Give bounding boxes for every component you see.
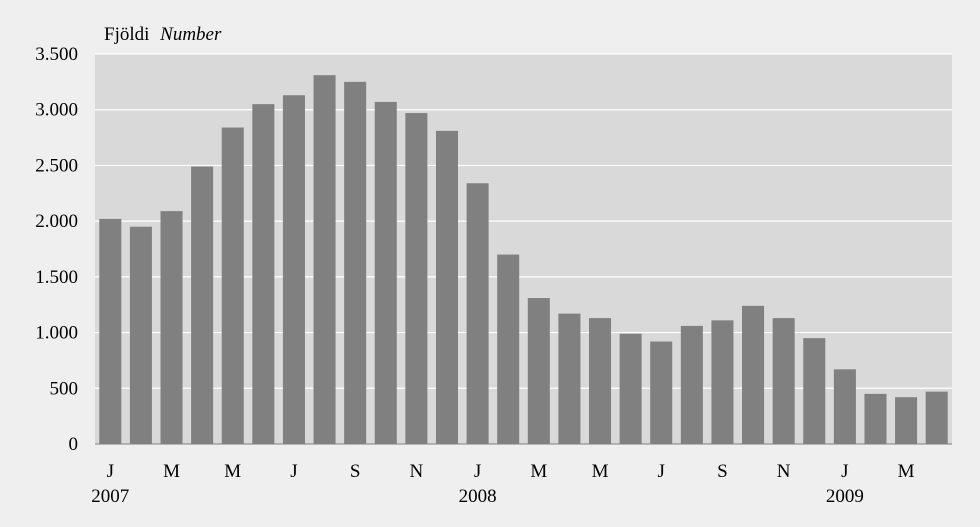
x-tick-label-month: M: [163, 461, 180, 482]
x-tick-label-month: J: [841, 461, 848, 482]
x-tick-label-month: M: [530, 461, 547, 482]
bar-2007-02: [129, 226, 152, 444]
unit-label-text: Fjöldi: [104, 24, 149, 45]
x-tick-label-year: 2007: [91, 486, 129, 507]
y-tick-label: 3.000: [35, 100, 78, 121]
bar-2007-12: [435, 130, 459, 444]
bar-2007-06: [252, 104, 275, 445]
y-tick-label: 1.000: [35, 323, 78, 344]
y-tick-label: 500: [50, 378, 79, 399]
bar-2007-08: [313, 75, 336, 445]
unit-label: Fjöldi Number: [104, 24, 222, 45]
bar-2009-01: [833, 369, 856, 444]
bar-2007-07: [282, 95, 305, 444]
x-tick-label-month: J: [474, 461, 481, 482]
y-tick-label: 3.500: [35, 44, 78, 65]
y-tick-label: 2.000: [35, 211, 78, 232]
bar-2008-10: [742, 305, 765, 444]
x-tick-label-month: M: [224, 461, 241, 482]
x-tick-label-month: M: [898, 461, 915, 482]
x-tick-label-month: J: [290, 461, 297, 482]
bar-2007-11: [405, 113, 428, 445]
x-tick-label-month: N: [777, 461, 791, 482]
bar-2007-10: [374, 101, 397, 445]
x-tick-label-month: S: [717, 461, 728, 482]
bar-2009-04: [925, 391, 948, 444]
y-tick-label: 2.500: [35, 155, 78, 176]
bar-2008-05: [588, 318, 612, 444]
x-tick-label-month: M: [592, 461, 609, 482]
bar-2007-01: [99, 218, 122, 444]
bar-2008-09: [711, 320, 734, 444]
bar-2008-04: [558, 313, 581, 444]
y-tick-label: 0: [69, 434, 79, 455]
y-tick-label: 1.500: [35, 267, 78, 288]
x-axis-ticks: J M M J S N J M M J S N J M 2007 2008 2009: [91, 461, 914, 507]
bar-2007-04: [191, 166, 214, 445]
x-tick-label-month: S: [350, 461, 361, 482]
bar-2009-02: [864, 393, 887, 444]
bar-2008-03: [527, 298, 550, 444]
x-tick-label-month: N: [410, 461, 424, 482]
bars: [99, 75, 948, 445]
bar-2008-01: [466, 183, 489, 444]
x-tick-label-month: J: [107, 461, 114, 482]
bar-2007-09: [344, 81, 367, 444]
bar-2009-03: [895, 397, 918, 444]
bar-2007-03: [160, 211, 183, 444]
bar-2008-11: [772, 318, 795, 444]
x-tick-label-month: J: [658, 461, 665, 482]
x-tick-label-year: 2008: [459, 486, 497, 507]
bar-2008-02: [497, 254, 520, 444]
unit-label-italic-text: Number: [159, 24, 222, 45]
bar-2007-05: [221, 127, 244, 445]
y-axis-ticks: 0 500 1.000 1.500 2.000 2.500 3.000 3.500: [35, 44, 78, 455]
bar-2008-08: [680, 325, 703, 444]
x-tick-label-year: 2009: [826, 486, 864, 507]
bar-2008-06: [619, 333, 642, 444]
bar-2008-12: [803, 338, 826, 444]
bar-2008-07: [650, 341, 673, 444]
